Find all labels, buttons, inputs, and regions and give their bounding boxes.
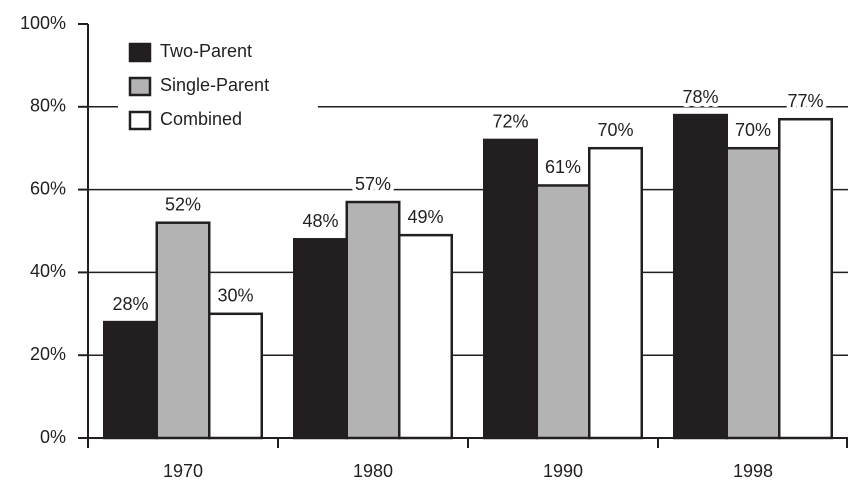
legend-swatch [128, 76, 152, 97]
bar [483, 138, 538, 440]
value-label: 28% [112, 294, 148, 314]
value-label: 72% [492, 112, 528, 132]
x-tick-label: 1990 [543, 461, 583, 481]
value-label: 57% [355, 174, 391, 194]
legend-swatch [128, 110, 152, 131]
bar [103, 320, 158, 440]
bar [208, 312, 263, 440]
bar [398, 233, 453, 440]
value-label: 70% [735, 120, 771, 140]
y-tick-label: 40% [30, 261, 66, 281]
y-tick-label: 100% [20, 13, 66, 33]
bar [778, 117, 833, 440]
bar [155, 221, 211, 440]
bar [588, 146, 643, 440]
y-tick-label: 80% [30, 96, 66, 116]
x-tick-label: 1970 [163, 461, 203, 481]
bar [725, 146, 781, 440]
bar [293, 238, 348, 440]
bar [535, 184, 591, 440]
x-tick-label: 1998 [733, 461, 773, 481]
legend-label: Two-Parent [160, 41, 252, 61]
value-label: 70% [597, 120, 633, 140]
value-label: 48% [302, 211, 338, 231]
value-label: 30% [217, 286, 253, 306]
value-label: 52% [165, 194, 201, 214]
y-tick-label: 60% [30, 178, 66, 198]
bar [345, 200, 401, 440]
legend-box [118, 36, 318, 140]
value-label: 78% [682, 87, 718, 107]
legend-swatch [128, 42, 152, 63]
value-label: 61% [545, 157, 581, 177]
x-tick-label: 1980 [353, 461, 393, 481]
legend-label: Combined [160, 109, 242, 129]
bar [673, 113, 728, 440]
value-label: 77% [787, 91, 823, 111]
value-label: 49% [407, 207, 443, 227]
legend-label: Single-Parent [160, 75, 269, 95]
y-tick-label: 0% [40, 427, 66, 447]
y-tick-label: 20% [30, 344, 66, 364]
